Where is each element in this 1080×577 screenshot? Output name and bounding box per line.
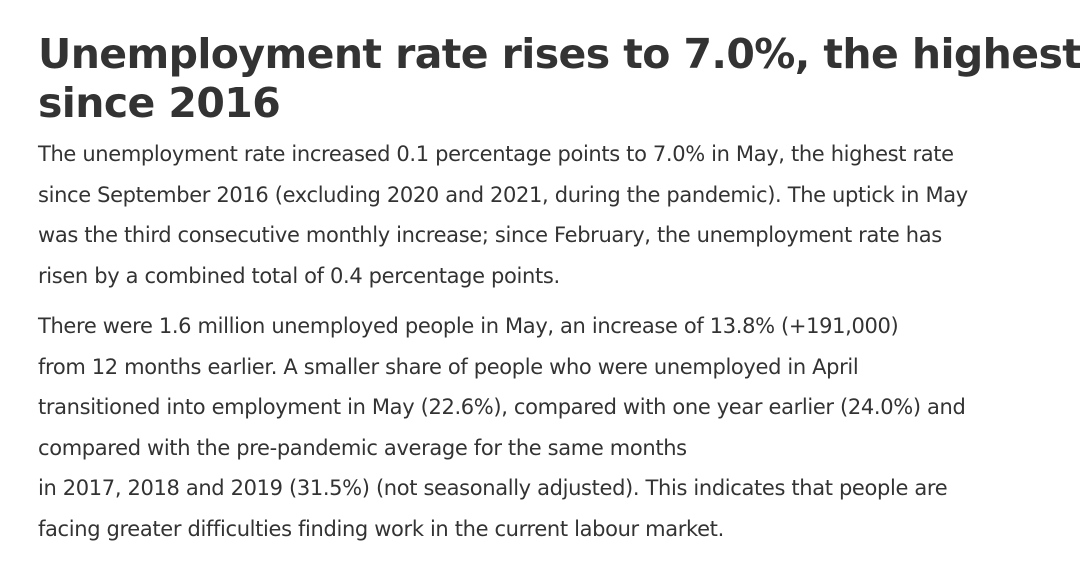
heading-line: Unemployment rate rises to 7.0%, the hig… xyxy=(38,30,1080,78)
article: Unemployment rate rises to 7.0%, the hig… xyxy=(38,30,1080,549)
paragraph-unemployed-people: There were 1.6 million unemployed people… xyxy=(38,306,1068,549)
paragraph-line: There were 1.6 million unemployed people… xyxy=(38,314,899,338)
paragraph-line: compared with the pre-pandemic average f… xyxy=(38,435,687,460)
paragraph-line: from 12 months earlier. A smaller share … xyxy=(38,354,859,379)
paragraph-unemployment-rate: The unemployment rate increased 0.1 perc… xyxy=(38,134,1068,296)
paragraph-line: in 2017, 2018 and 2019 (31.5%) (not seas… xyxy=(38,476,948,500)
article-heading: Unemployment rate rises to 7.0%, the hig… xyxy=(38,30,1080,128)
paragraph-line: The unemployment rate increased 0.1 perc… xyxy=(38,142,954,166)
paragraph-line: facing greater difficulties finding work… xyxy=(38,516,724,541)
paragraph-line: transitioned into employment in May (22.… xyxy=(38,395,966,419)
paragraph-line: since September 2016 (excluding 2020 and… xyxy=(38,182,968,207)
paragraph-line: risen by a combined total of 0.4 percent… xyxy=(38,263,560,288)
heading-line: since 2016 xyxy=(38,79,281,127)
paragraph-line: was the third consecutive monthly increa… xyxy=(38,223,942,247)
